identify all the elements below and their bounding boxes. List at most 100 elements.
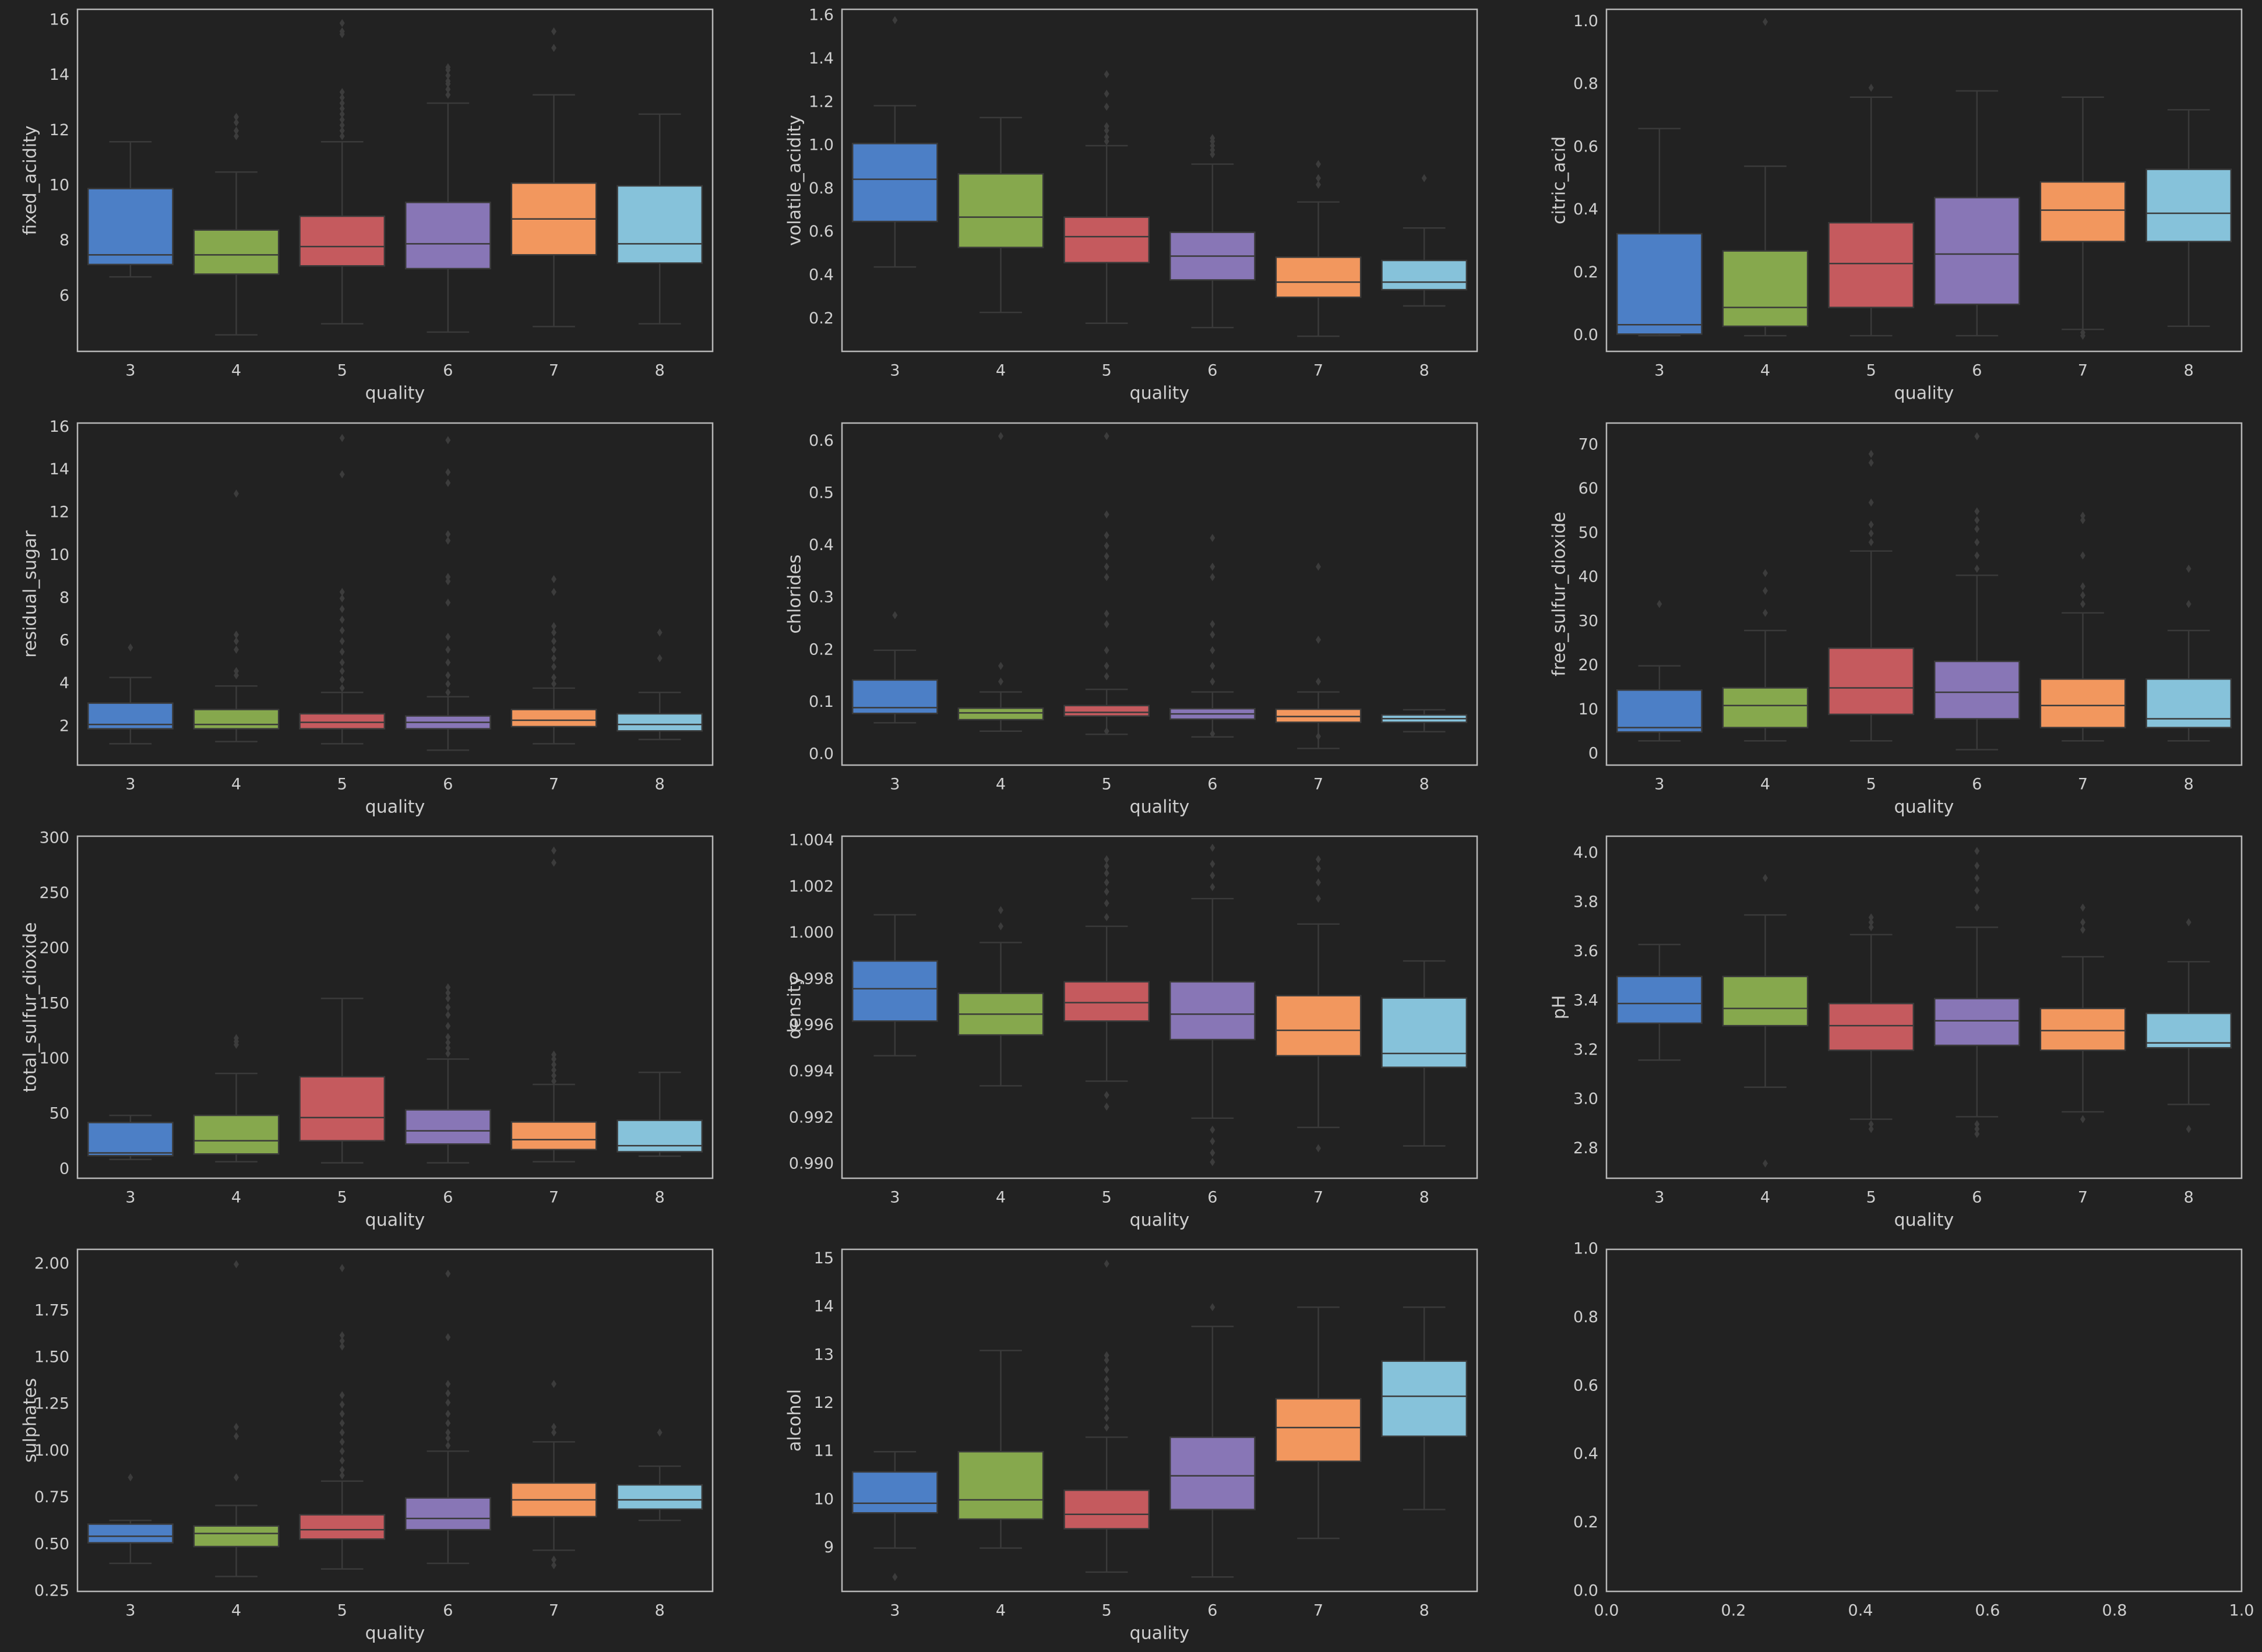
x-tick-label: 3 xyxy=(1654,1189,1664,1207)
x-tick-label: 7 xyxy=(1313,1189,1323,1207)
box-quality-5 xyxy=(1828,83,1915,337)
y-tick-label: 6 xyxy=(59,287,69,305)
box-quality-4 xyxy=(193,489,280,742)
outlier-point xyxy=(1316,855,1321,864)
outlier-point xyxy=(1763,17,1768,26)
outlier-point xyxy=(339,110,345,118)
y-tick-label: 1.000 xyxy=(789,924,834,942)
x-tick-label: 7 xyxy=(1313,362,1323,380)
x-tick-label: 8 xyxy=(655,1602,665,1620)
outlier-point xyxy=(339,132,345,140)
box-quality-4 xyxy=(1722,17,1809,337)
outlier-point xyxy=(445,658,451,667)
outlier-point xyxy=(1210,150,1215,158)
outlier-point xyxy=(1104,1351,1109,1359)
outlier-point xyxy=(445,1379,451,1388)
box-quality-3 xyxy=(851,16,938,268)
y-tick-label: 1.25 xyxy=(34,1395,69,1413)
iqr-box xyxy=(616,185,703,264)
box-quality-4 xyxy=(957,117,1044,314)
outlier-point xyxy=(1210,146,1215,154)
outlier-point xyxy=(339,470,345,479)
outlier-point xyxy=(339,626,345,635)
outlier-point xyxy=(551,1071,556,1080)
outlier-point xyxy=(1316,864,1321,873)
y-axis-label: citric_acid xyxy=(1549,136,1570,224)
y-tick-label: 0.2 xyxy=(1573,263,1598,281)
iqr-box xyxy=(2145,1012,2232,1049)
x-tick-label: 3 xyxy=(125,1189,135,1207)
iqr-box xyxy=(299,1514,386,1540)
iqr-box xyxy=(299,713,386,730)
outlier-point xyxy=(445,1441,451,1450)
iqr-box xyxy=(87,1523,174,1544)
outlier-point xyxy=(892,611,898,619)
iqr-box xyxy=(1616,975,1703,1024)
iqr-box xyxy=(957,707,1044,721)
x-tick-label: 4 xyxy=(231,1602,241,1620)
outlier-point xyxy=(1316,878,1321,887)
x-tick-label: 4 xyxy=(996,1189,1006,1207)
x-tick-label: 4 xyxy=(1760,776,1770,794)
outlier-point xyxy=(998,906,1003,914)
x-tick-label: 1.0 xyxy=(2229,1602,2254,1620)
outlier-point xyxy=(339,104,345,113)
outlier-point xyxy=(551,628,556,637)
y-tick-label: 16 xyxy=(50,10,69,29)
box-quality-7 xyxy=(1275,855,1362,1153)
x-tick-label: 8 xyxy=(1419,1602,1429,1620)
box-quality-4 xyxy=(193,1034,280,1163)
iqr-box xyxy=(851,143,938,223)
iqr-box xyxy=(1063,216,1150,263)
outlier-point xyxy=(1104,1365,1109,1374)
y-tick-label: 40 xyxy=(1579,568,1598,586)
outlier-point xyxy=(2080,918,2085,927)
outlier-point xyxy=(551,1066,556,1075)
outlier-point xyxy=(551,1561,556,1570)
y-tick-label: 3.0 xyxy=(1573,1090,1598,1108)
outlier-point xyxy=(1316,160,1321,168)
outlier-point xyxy=(445,536,451,545)
y-tick-label: 0.4 xyxy=(1573,1445,1598,1463)
x-tick-label: 6 xyxy=(443,1189,453,1207)
axes-frame xyxy=(1605,422,2243,766)
outlier-point xyxy=(1763,569,1768,577)
outlier-point xyxy=(1104,89,1109,98)
outlier-point xyxy=(445,1038,451,1047)
x-tick-label: 7 xyxy=(2078,1189,2088,1207)
box-quality-3 xyxy=(87,1473,174,1565)
outlier-point xyxy=(551,846,556,855)
y-tick-label: 3.2 xyxy=(1573,1041,1598,1059)
outlier-point xyxy=(551,27,556,36)
outlier-point xyxy=(445,679,451,688)
outlier-point xyxy=(1210,1303,1215,1312)
y-tick-label: 3.6 xyxy=(1573,942,1598,960)
y-tick-label: 1.0 xyxy=(1573,1240,1598,1258)
outlier-point xyxy=(551,622,556,630)
box-quality-6 xyxy=(404,983,491,1164)
y-tick-label: 9 xyxy=(824,1538,834,1556)
x-tick-label: 0.4 xyxy=(1848,1602,1873,1620)
outlier-point xyxy=(234,1034,239,1042)
outlier-point xyxy=(339,1337,345,1345)
outlier-point xyxy=(1974,524,1980,533)
iqr-box xyxy=(1169,981,1256,1041)
outlier-point xyxy=(445,1269,451,1278)
outlier-point xyxy=(339,98,345,107)
axes-frame xyxy=(76,8,714,353)
y-tick-label: 2.8 xyxy=(1573,1139,1598,1157)
outlier-point xyxy=(1104,672,1109,681)
outlier-point xyxy=(445,994,451,1003)
outlier-point xyxy=(1104,913,1109,921)
outlier-point xyxy=(445,1428,451,1437)
outlier-point xyxy=(445,71,451,80)
iqr-box xyxy=(957,1450,1044,1520)
y-tick-label: 0.0 xyxy=(809,745,834,763)
box-quality-7 xyxy=(510,846,597,1163)
outlier-point xyxy=(1104,70,1109,79)
outlier-point xyxy=(445,1389,451,1397)
outlier-point xyxy=(1210,620,1215,629)
box-quality-7 xyxy=(2039,903,2126,1123)
outlier-point xyxy=(657,654,663,663)
